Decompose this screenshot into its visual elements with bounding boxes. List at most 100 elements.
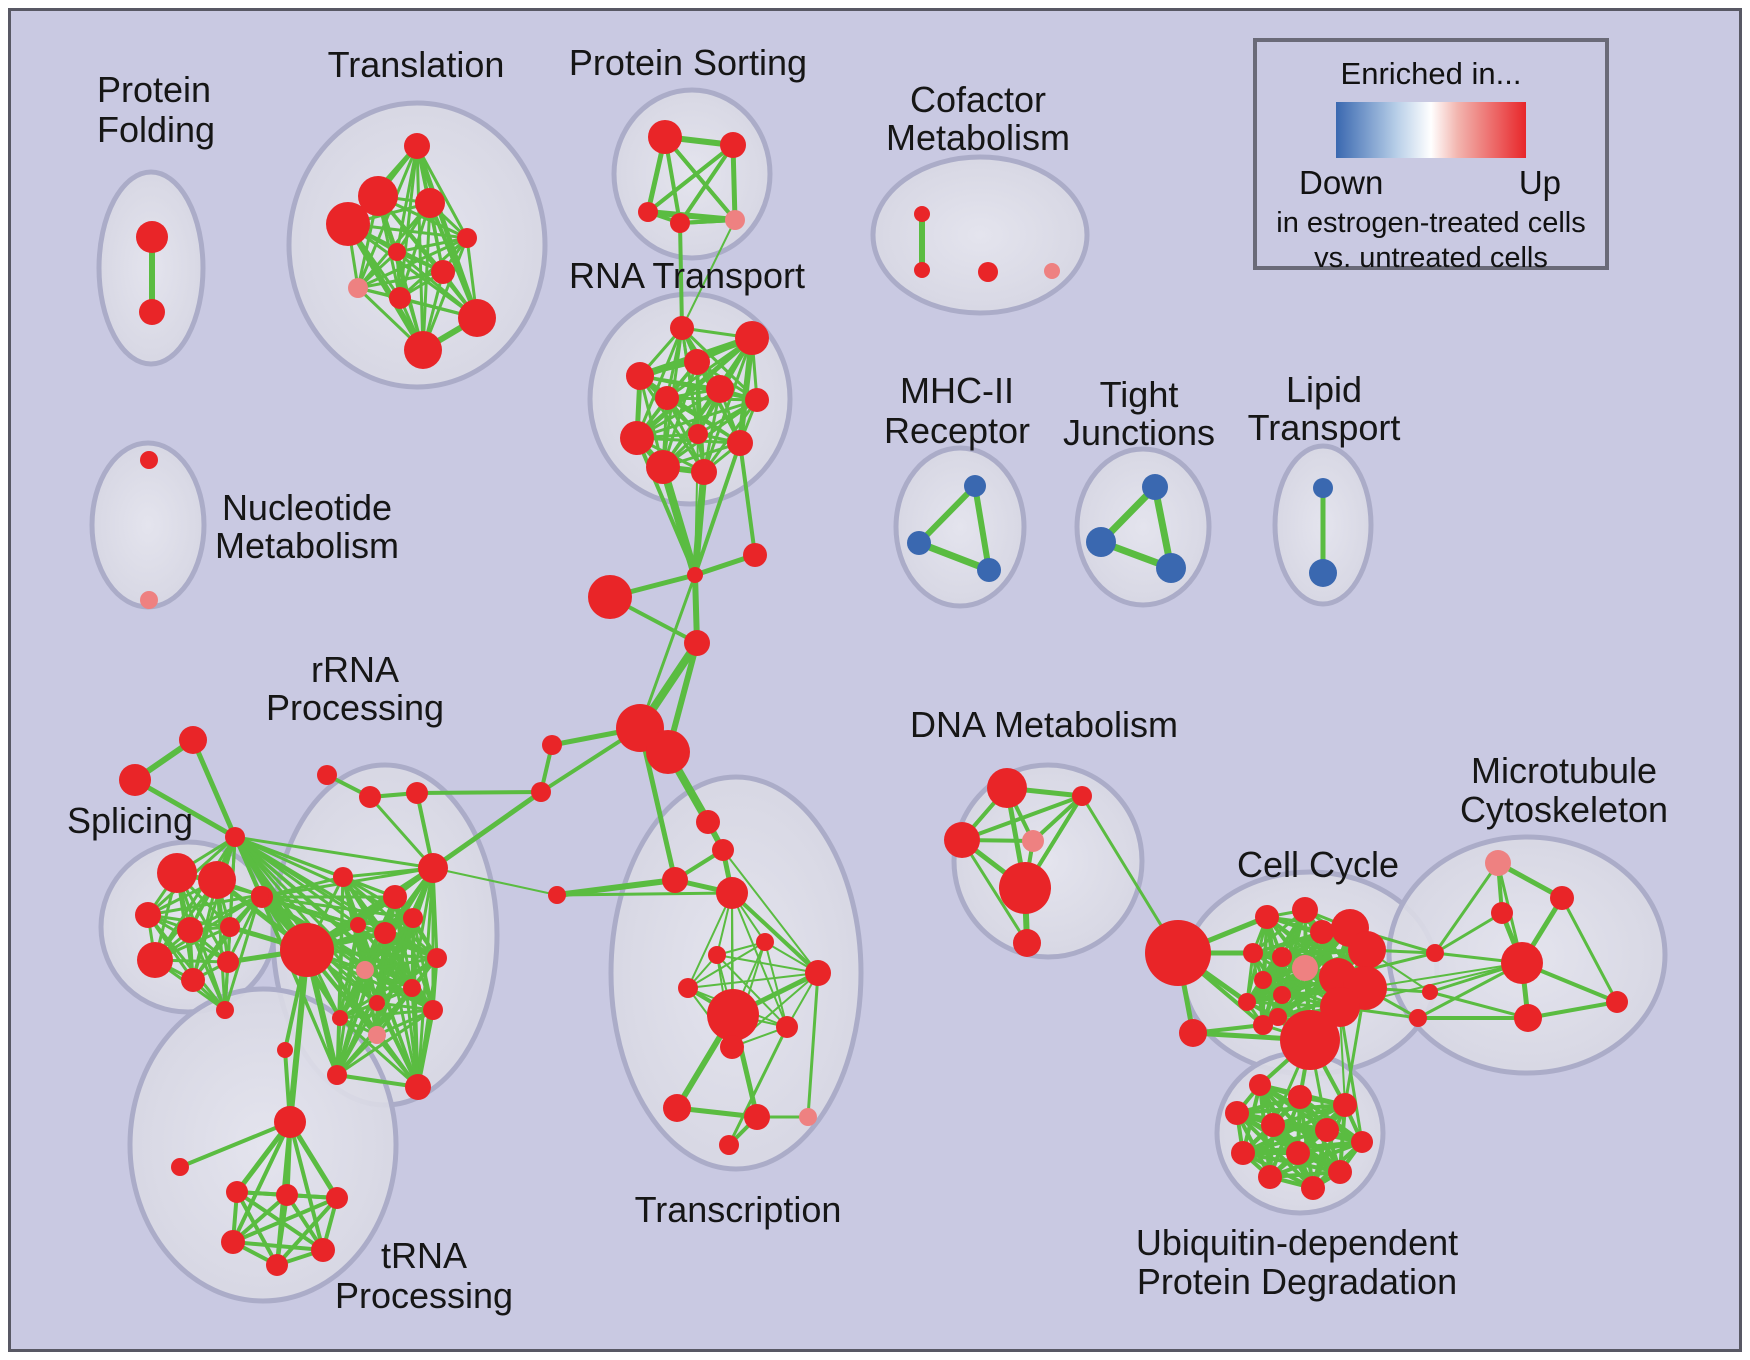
- gene-set-node-66[interactable]: [403, 908, 423, 928]
- gene-set-node-43[interactable]: [712, 839, 734, 861]
- gene-set-node-77[interactable]: [327, 1065, 347, 1085]
- gene-set-node-12[interactable]: [404, 331, 442, 369]
- gene-set-node-152[interactable]: [1313, 478, 1333, 498]
- gene-set-node-4[interactable]: [415, 188, 445, 218]
- gene-set-node-14[interactable]: [720, 132, 746, 158]
- gene-set-node-129[interactable]: [1550, 886, 1574, 910]
- gene-set-node-31[interactable]: [727, 430, 753, 456]
- gene-set-node-140[interactable]: [1351, 1131, 1373, 1153]
- gene-set-node-102[interactable]: [944, 822, 980, 858]
- gene-set-node-72[interactable]: [403, 979, 421, 997]
- gene-set-node-121[interactable]: [1253, 1015, 1273, 1035]
- gene-set-node-51[interactable]: [776, 1016, 798, 1038]
- gene-set-node-108[interactable]: [1255, 905, 1279, 929]
- gene-set-node-101[interactable]: [1072, 786, 1092, 806]
- gene-set-node-11[interactable]: [458, 299, 496, 337]
- gene-set-node-110[interactable]: [1310, 920, 1334, 944]
- gene-set-node-103[interactable]: [1022, 830, 1044, 852]
- gene-set-node-145[interactable]: [1301, 1176, 1325, 1200]
- gene-set-node-8[interactable]: [431, 260, 455, 284]
- gene-set-node-18[interactable]: [914, 206, 930, 222]
- gene-set-node-146[interactable]: [964, 475, 986, 497]
- gene-set-node-55[interactable]: [799, 1108, 817, 1126]
- gene-set-node-57[interactable]: [548, 886, 566, 904]
- gene-set-node-73[interactable]: [423, 1000, 443, 1020]
- gene-set-node-40[interactable]: [542, 735, 562, 755]
- gene-set-node-90[interactable]: [217, 951, 239, 973]
- gene-set-node-2[interactable]: [404, 133, 430, 159]
- gene-set-node-79[interactable]: [368, 1026, 386, 1044]
- gene-set-node-46[interactable]: [756, 933, 774, 951]
- gene-set-node-136[interactable]: [1333, 1093, 1357, 1117]
- gene-set-node-89[interactable]: [181, 968, 205, 992]
- gene-set-node-13[interactable]: [648, 120, 682, 154]
- gene-set-node-126[interactable]: [1422, 984, 1438, 1000]
- gene-set-node-50[interactable]: [707, 989, 759, 1041]
- gene-set-node-69[interactable]: [280, 923, 334, 977]
- gene-set-node-94[interactable]: [226, 1181, 248, 1203]
- gene-set-node-64[interactable]: [418, 853, 448, 883]
- gene-set-node-92[interactable]: [274, 1106, 306, 1138]
- gene-set-node-68[interactable]: [374, 922, 396, 944]
- gene-set-node-45[interactable]: [716, 877, 748, 909]
- gene-set-node-27[interactable]: [655, 386, 679, 410]
- gene-set-node-65[interactable]: [383, 885, 407, 909]
- gene-set-node-138[interactable]: [1261, 1113, 1285, 1137]
- gene-set-node-75[interactable]: [332, 1010, 348, 1026]
- gene-set-node-17[interactable]: [725, 210, 745, 230]
- gene-set-node-37[interactable]: [684, 630, 710, 656]
- gene-set-node-128[interactable]: [1485, 850, 1511, 876]
- gene-set-node-105[interactable]: [1013, 929, 1041, 957]
- gene-set-node-109[interactable]: [1292, 897, 1318, 923]
- gene-set-node-142[interactable]: [1286, 1141, 1310, 1165]
- gene-set-node-3[interactable]: [358, 176, 398, 216]
- gene-set-node-150[interactable]: [1086, 527, 1116, 557]
- gene-set-node-10[interactable]: [389, 287, 411, 309]
- gene-set-node-95[interactable]: [276, 1184, 298, 1206]
- gene-set-node-130[interactable]: [1491, 902, 1513, 924]
- gene-set-node-155[interactable]: [140, 591, 158, 609]
- gene-set-node-82[interactable]: [157, 853, 197, 893]
- gene-set-node-19[interactable]: [914, 262, 930, 278]
- gene-set-node-41[interactable]: [531, 782, 551, 802]
- gene-set-node-23[interactable]: [735, 321, 769, 355]
- gene-set-node-6[interactable]: [457, 228, 477, 248]
- gene-set-node-7[interactable]: [388, 243, 406, 261]
- gene-set-node-114[interactable]: [1272, 947, 1292, 967]
- gene-set-node-123[interactable]: [1280, 1010, 1340, 1070]
- gene-set-node-96[interactable]: [326, 1187, 348, 1209]
- gene-set-node-34[interactable]: [687, 567, 703, 583]
- gene-set-node-87[interactable]: [251, 886, 269, 904]
- gene-set-node-93[interactable]: [171, 1158, 189, 1176]
- gene-set-node-76[interactable]: [277, 1042, 293, 1058]
- gene-set-node-47[interactable]: [708, 946, 726, 964]
- gene-set-node-91[interactable]: [216, 1001, 234, 1019]
- gene-set-node-106[interactable]: [1145, 920, 1211, 986]
- gene-set-node-99[interactable]: [266, 1254, 288, 1276]
- gene-set-node-120[interactable]: [1273, 986, 1291, 1004]
- gene-set-node-81[interactable]: [119, 764, 151, 796]
- gene-set-node-119[interactable]: [1238, 993, 1256, 1011]
- gene-set-node-36[interactable]: [588, 575, 632, 619]
- gene-set-node-1[interactable]: [139, 299, 165, 325]
- gene-set-node-28[interactable]: [745, 388, 769, 412]
- gene-set-node-9[interactable]: [348, 278, 368, 298]
- gene-set-node-15[interactable]: [638, 202, 658, 222]
- gene-set-node-25[interactable]: [626, 362, 654, 390]
- gene-set-node-118[interactable]: [1254, 971, 1272, 989]
- gene-set-node-71[interactable]: [427, 948, 447, 968]
- gene-set-node-141[interactable]: [1231, 1141, 1255, 1165]
- gene-set-node-44[interactable]: [662, 867, 688, 893]
- gene-set-node-147[interactable]: [907, 531, 931, 555]
- gene-set-node-86[interactable]: [220, 917, 240, 937]
- gene-set-node-153[interactable]: [1309, 559, 1337, 587]
- gene-set-node-131[interactable]: [1501, 942, 1543, 984]
- gene-set-node-63[interactable]: [333, 867, 353, 887]
- gene-set-node-35[interactable]: [743, 543, 767, 567]
- gene-set-node-88[interactable]: [137, 942, 173, 978]
- gene-set-node-67[interactable]: [350, 917, 366, 933]
- gene-set-node-49[interactable]: [678, 978, 698, 998]
- gene-set-node-42[interactable]: [696, 810, 720, 834]
- gene-set-node-113[interactable]: [1243, 943, 1263, 963]
- gene-set-node-5[interactable]: [326, 202, 370, 246]
